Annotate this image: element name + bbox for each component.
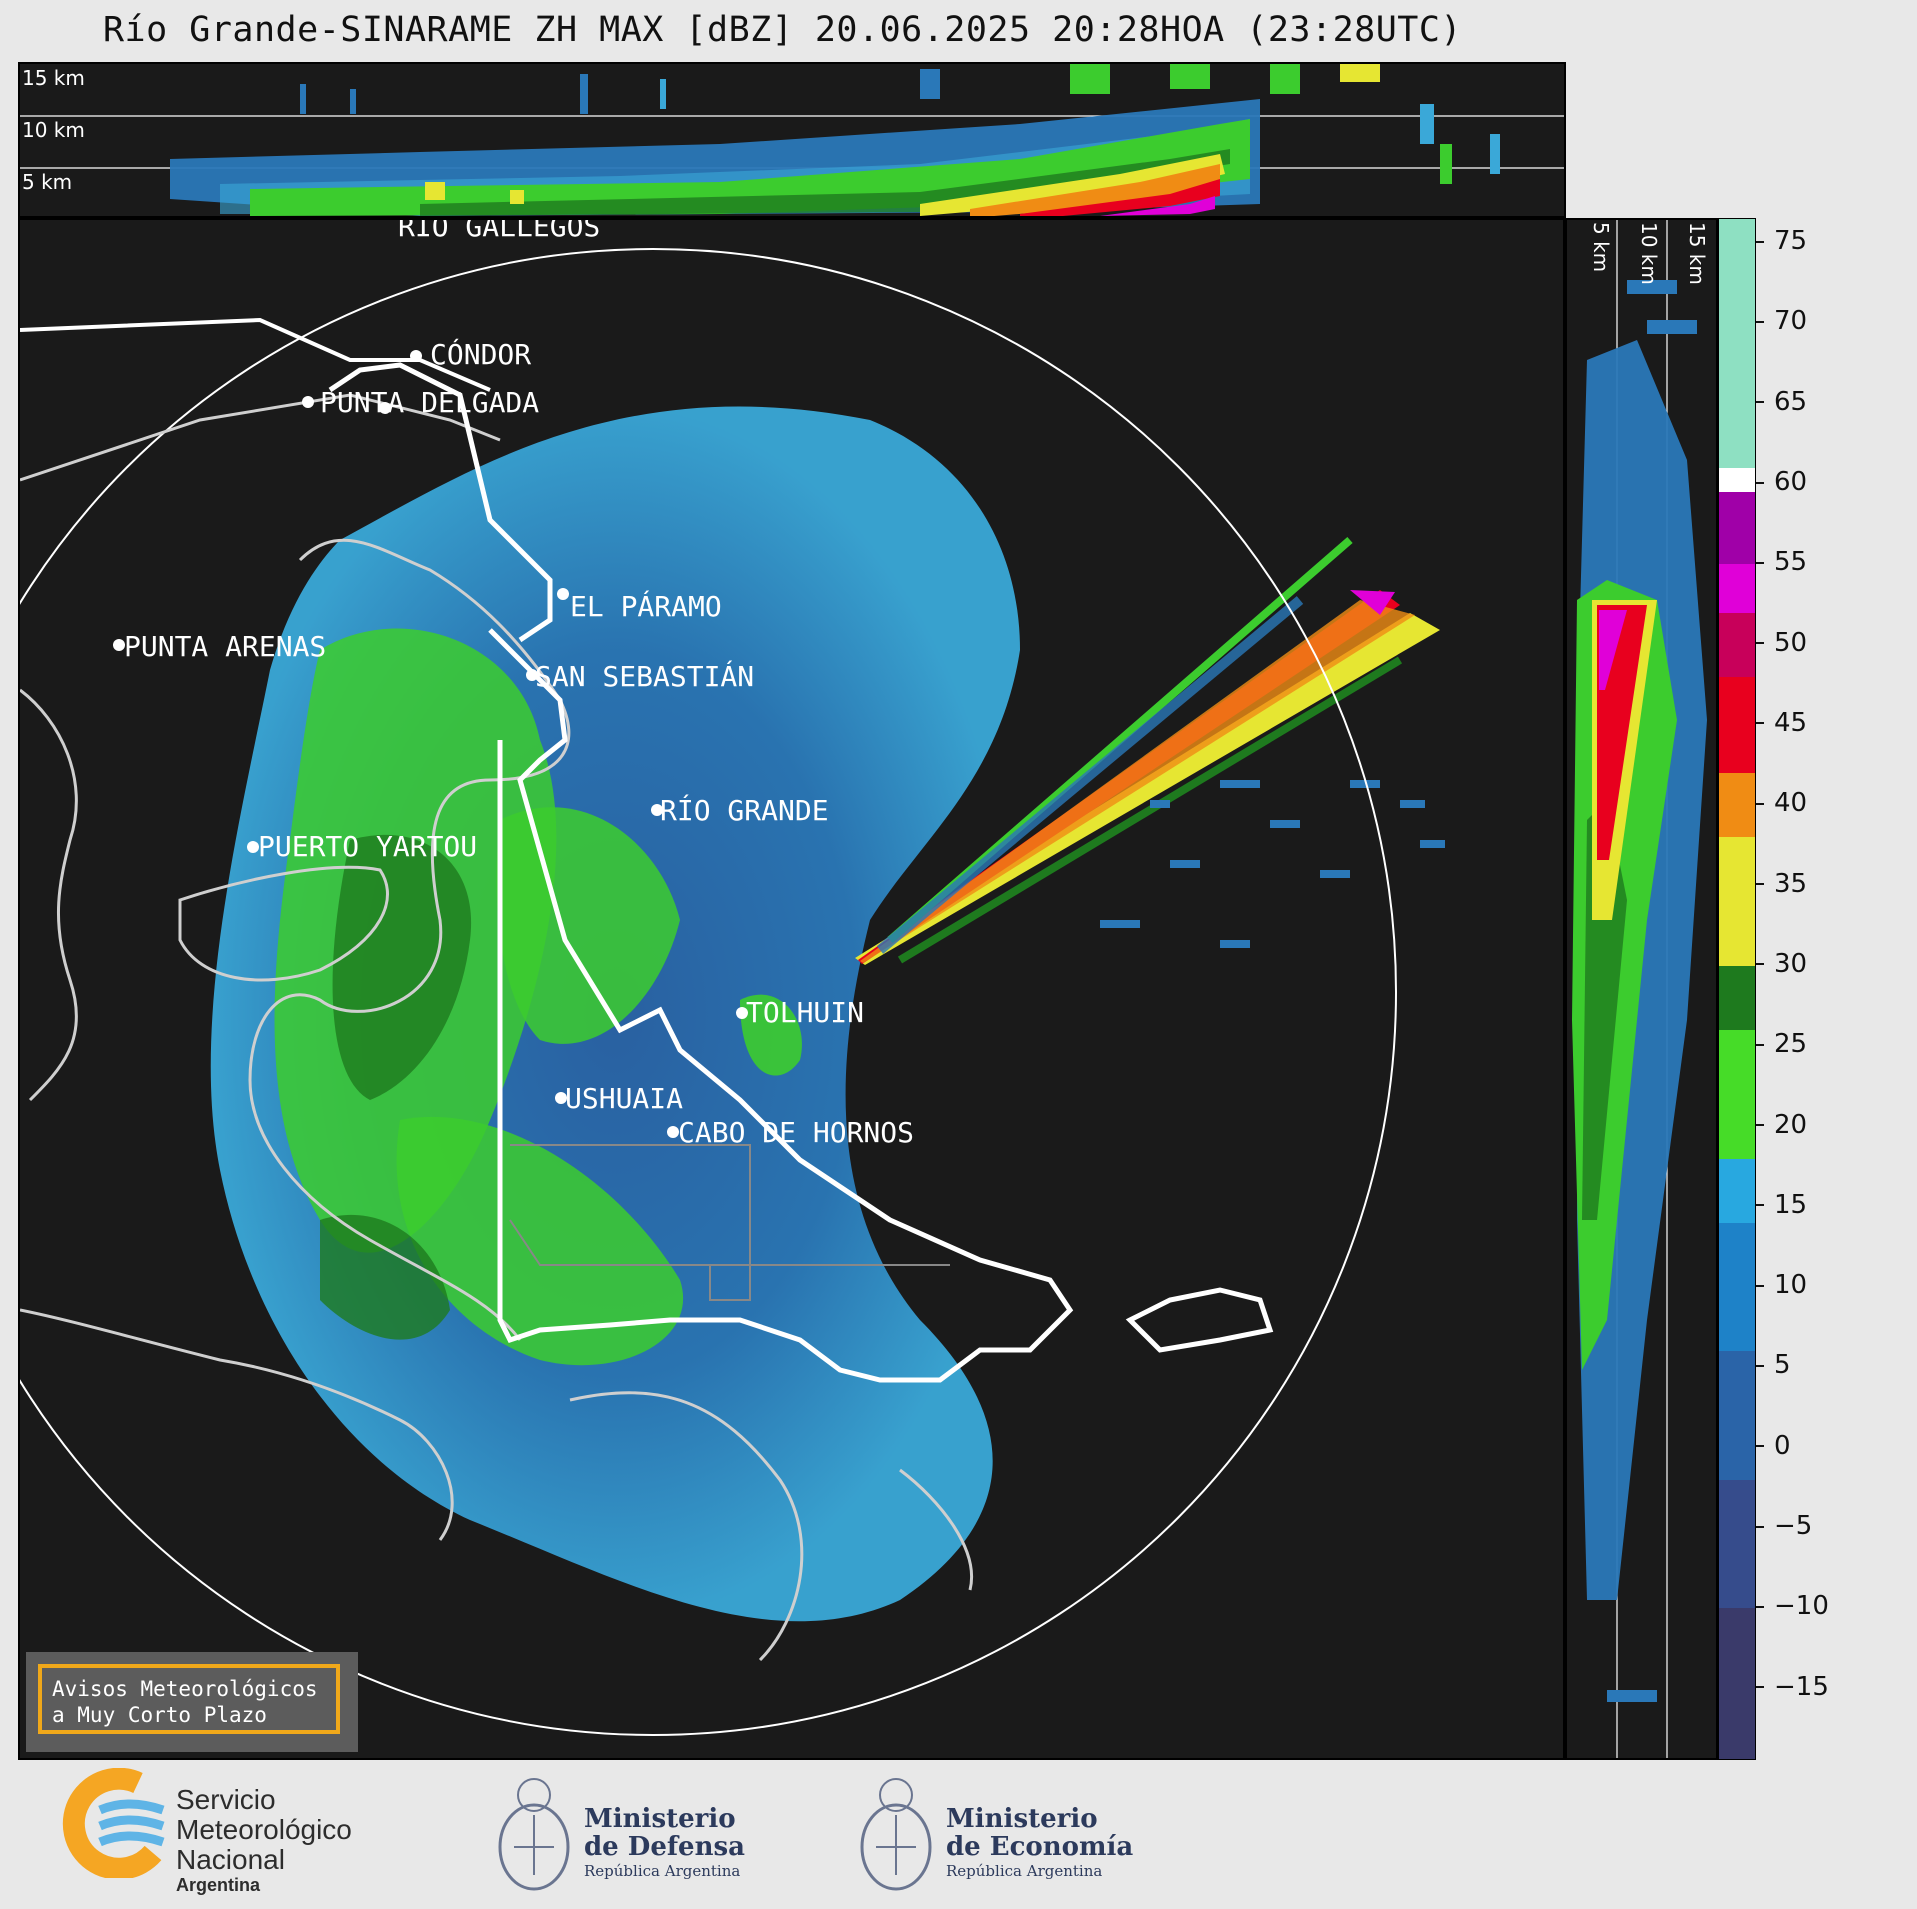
city-label: TOLHUIN bbox=[746, 996, 865, 1029]
colorbar-tick: 15 bbox=[1756, 1190, 1807, 1220]
city-label: PUNTA DELGADA bbox=[320, 386, 540, 419]
economia-seal-icon bbox=[856, 1775, 936, 1904]
colorbar-tick: −5 bbox=[1756, 1511, 1812, 1541]
colorbar-tick: 65 bbox=[1756, 387, 1807, 417]
side-cross-section-chart bbox=[1572, 220, 1707, 1758]
smn-sub: Argentina bbox=[176, 1875, 261, 1895]
colorbar-tick: 40 bbox=[1756, 788, 1807, 818]
top-cross-section-chart bbox=[20, 64, 1564, 216]
side-label-10km: 10 km bbox=[1637, 222, 1661, 285]
city-label: USHUAIA bbox=[565, 1082, 684, 1115]
colorbar-tick: 70 bbox=[1756, 306, 1807, 336]
economia-sub: República Argentina bbox=[946, 1862, 1103, 1880]
smn-line2: Meteorológico bbox=[176, 1814, 352, 1845]
colorbar-band bbox=[1719, 564, 1755, 613]
defensa-line2: de Defensa bbox=[584, 1832, 745, 1862]
smn-logo-icon bbox=[62, 1767, 165, 1880]
city-label: SAN SEBASTIÁN bbox=[535, 660, 755, 693]
top-label-10km: 10 km bbox=[22, 118, 85, 142]
colorbar-tick: 45 bbox=[1756, 708, 1807, 738]
city-label: RÍO GRANDE bbox=[660, 794, 829, 827]
radar-map bbox=[20, 248, 1445, 1736]
avisos-box: Avisos Meteorológicos a Muy Corto Plazo bbox=[26, 1652, 358, 1752]
page-title: Río Grande-SINARAME ZH MAX [dBZ] 20.06.2… bbox=[102, 10, 1463, 50]
colorbar-band bbox=[1719, 1158, 1755, 1223]
smn-text: Servicio Meteorológico Nacional Argentin… bbox=[176, 1784, 352, 1896]
colorbar-band bbox=[1719, 219, 1755, 468]
avisos-line2: a Muy Corto Plazo bbox=[52, 1703, 267, 1727]
top-label-15km: 15 km bbox=[22, 66, 85, 90]
radar-map-panel: RÍO GALLEGOS CÓNDOR PUNTA DELGADA EL PÁR… bbox=[18, 218, 1565, 1760]
economia-line2: de Economía bbox=[946, 1832, 1134, 1862]
colorbar-tick: 10 bbox=[1756, 1270, 1807, 1300]
economia-line1: Ministerio bbox=[946, 1804, 1098, 1834]
colorbar-tick: 55 bbox=[1756, 547, 1807, 577]
colorbar-tick: 60 bbox=[1756, 467, 1807, 497]
colorbar-tick: 35 bbox=[1756, 869, 1807, 899]
colorbar-band bbox=[1719, 1030, 1755, 1159]
smn-line3: Nacional bbox=[176, 1844, 285, 1875]
colorbar-band bbox=[1719, 965, 1755, 1031]
colorbar-band bbox=[1719, 1479, 1755, 1609]
city-label: RÍO GALLEGOS bbox=[398, 218, 601, 243]
colorbar-tick: 30 bbox=[1756, 949, 1807, 979]
colorbar-band bbox=[1719, 492, 1755, 565]
defensa-text: Ministerio de Defensa República Argentin… bbox=[584, 1805, 745, 1881]
city-label: CABO DE HORNOS bbox=[678, 1116, 915, 1149]
defensa-seal-icon bbox=[494, 1775, 574, 1904]
smn-logo bbox=[58, 1767, 168, 1882]
colorbar-tick: 75 bbox=[1756, 226, 1807, 256]
colorbar-band bbox=[1719, 837, 1755, 966]
city-label: PUNTA ARENAS bbox=[124, 630, 327, 663]
colorbar-tick: 25 bbox=[1756, 1029, 1807, 1059]
colorbar-band bbox=[1719, 612, 1755, 677]
side-label-5km: 5 km bbox=[1589, 222, 1613, 273]
side-label-15km: 15 km bbox=[1685, 222, 1709, 285]
economia-text: Ministerio de Economía República Argenti… bbox=[946, 1805, 1133, 1881]
colorbar-band bbox=[1719, 1608, 1755, 1759]
city-label: PUERTO YARTOU bbox=[258, 830, 478, 863]
dbz-colorbar bbox=[1718, 218, 1756, 1760]
defensa-sub: República Argentina bbox=[584, 1862, 741, 1880]
colorbar-tick: 20 bbox=[1756, 1110, 1807, 1140]
colorbar-tick: 5 bbox=[1756, 1350, 1791, 1380]
avisos-line1: Avisos Meteorológicos bbox=[52, 1677, 318, 1701]
colorbar-band bbox=[1719, 1351, 1755, 1480]
colorbar-tick: 0 bbox=[1756, 1431, 1791, 1461]
colorbar-band bbox=[1719, 773, 1755, 838]
colorbar-band bbox=[1719, 676, 1755, 774]
colorbar-tick: 50 bbox=[1756, 628, 1807, 658]
colorbar-tick: −15 bbox=[1756, 1672, 1829, 1702]
colorbar-band bbox=[1719, 1222, 1755, 1352]
colorbar-band bbox=[1719, 467, 1755, 493]
top-label-5km: 5 km bbox=[22, 170, 73, 194]
defensa-line1: Ministerio bbox=[584, 1804, 736, 1834]
top-cross-section-panel: 15 km 10 km 5 km bbox=[18, 62, 1566, 218]
side-cross-section-panel: 5 km 10 km 15 km bbox=[1565, 218, 1718, 1760]
avisos-inner: Avisos Meteorológicos a Muy Corto Plazo bbox=[38, 1664, 340, 1734]
smn-line1: Servicio bbox=[176, 1784, 276, 1815]
city-label: EL PÁRAMO bbox=[570, 590, 722, 623]
city-label: CÓNDOR bbox=[430, 338, 532, 371]
colorbar-tick: −10 bbox=[1756, 1591, 1829, 1621]
